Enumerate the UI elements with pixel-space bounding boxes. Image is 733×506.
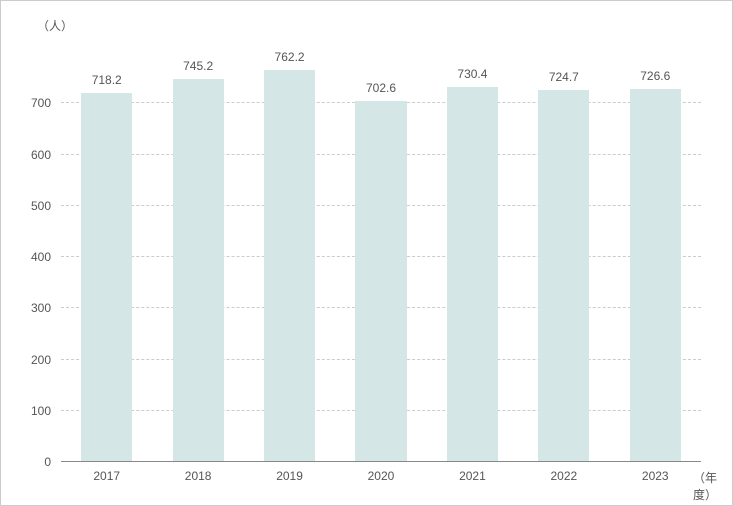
x-tick-label: 2019 (264, 461, 315, 483)
bar-group: 762.22019 (264, 51, 315, 461)
x-tick-label: 2021 (447, 461, 498, 483)
y-tick-label: 200 (31, 353, 61, 367)
y-tick-label: 600 (31, 148, 61, 162)
bar: 730.4 (447, 87, 498, 461)
bar-value-label: 718.2 (81, 73, 132, 93)
bar-group: 745.22018 (173, 51, 224, 461)
x-tick-label: 2017 (81, 461, 132, 483)
bar-value-label: 745.2 (173, 59, 224, 79)
y-axis-unit-label: （人） (37, 17, 73, 34)
bar-group: 726.62023 (630, 51, 681, 461)
x-tick-label: 2022 (538, 461, 589, 483)
x-tick-label: 2020 (355, 461, 406, 483)
y-tick-label: 100 (31, 404, 61, 418)
x-axis-unit-label: （年度） (693, 469, 717, 503)
bar-chart: （人） （年度） 0100200300400500600700 718.2201… (0, 0, 733, 506)
bar: 724.7 (538, 90, 589, 461)
y-tick-label: 300 (31, 301, 61, 315)
bars-container: 718.22017 745.22018 762.22019 702.62020 730.… (61, 51, 701, 461)
y-tick-label: 0 (44, 455, 61, 469)
bar-value-label: 762.2 (264, 50, 315, 70)
y-tick-label: 400 (31, 250, 61, 264)
bar-value-label: 724.7 (538, 70, 589, 90)
bar-group: 730.42021 (447, 51, 498, 461)
bar-group: 718.22017 (81, 51, 132, 461)
plot-area: （人） （年度） 0100200300400500600700 718.2201… (61, 51, 701, 461)
bar: 726.6 (630, 89, 681, 461)
y-tick-label: 500 (31, 199, 61, 213)
x-tick-label: 2018 (173, 461, 224, 483)
bar: 762.2 (264, 70, 315, 461)
bar-group: 724.72022 (538, 51, 589, 461)
bar-value-label: 730.4 (447, 67, 498, 87)
bar: 718.2 (81, 93, 132, 461)
x-tick-label: 2023 (630, 461, 681, 483)
bar-value-label: 702.6 (355, 81, 406, 101)
bar-group: 702.62020 (355, 51, 406, 461)
bar: 745.2 (173, 79, 224, 461)
y-tick-label: 700 (31, 96, 61, 110)
bar-value-label: 726.6 (630, 69, 681, 89)
bar: 702.6 (355, 101, 406, 461)
